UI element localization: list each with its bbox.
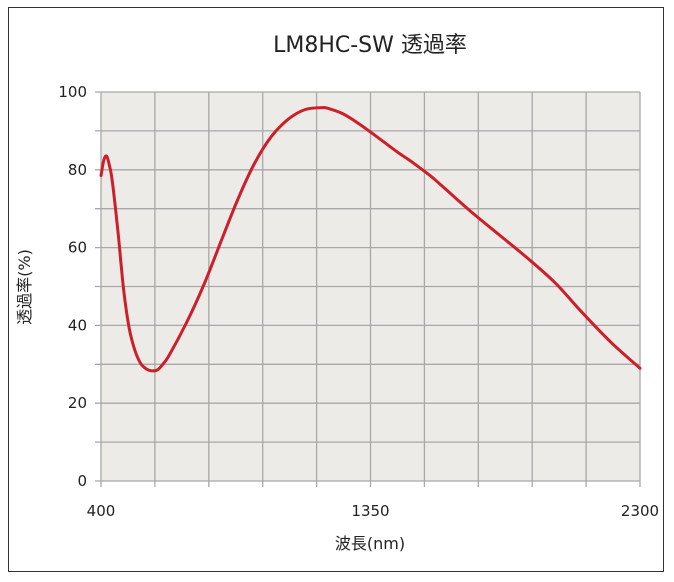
chart-title: LM8HC-SW 透過率 bbox=[273, 33, 467, 58]
y-axis: 0 20 40 60 80 100 bbox=[58, 83, 87, 490]
x-tick-label: 2300 bbox=[621, 502, 659, 520]
x-axis: 400 1350 2300 bbox=[87, 502, 659, 520]
y-tick-label: 20 bbox=[68, 394, 87, 412]
y-axis-label: 透過率(%) bbox=[15, 249, 34, 325]
y-tick-label: 40 bbox=[68, 316, 87, 334]
y-tick-label: 80 bbox=[68, 161, 87, 179]
y-tick-label: 100 bbox=[58, 83, 87, 101]
y-tick-label: 60 bbox=[68, 239, 87, 257]
transmittance-line bbox=[99, 105, 642, 373]
x-tick-label: 1350 bbox=[351, 502, 389, 520]
grid bbox=[95, 91, 641, 487]
x-tick-label: 400 bbox=[87, 502, 116, 520]
chart-frame bbox=[8, 7, 664, 572]
y-tick-label: 0 bbox=[77, 472, 87, 490]
x-axis-label: 波長(nm) bbox=[335, 534, 405, 553]
